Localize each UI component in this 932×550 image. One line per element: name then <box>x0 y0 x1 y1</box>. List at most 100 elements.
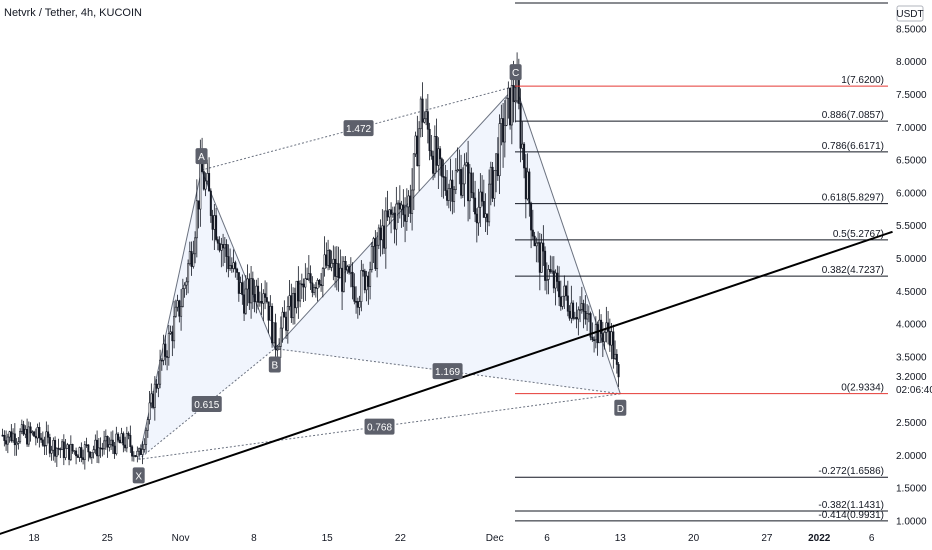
candle-body <box>496 153 499 177</box>
x-tick-label: 25 <box>102 533 114 544</box>
candle-body <box>397 202 400 205</box>
candle-body <box>519 103 522 149</box>
candle-body <box>283 311 286 318</box>
candle-body <box>250 278 253 304</box>
candle-body <box>299 283 302 302</box>
candle-body <box>97 447 100 457</box>
candle-body <box>139 448 142 455</box>
candle-body <box>423 118 426 123</box>
candle-body <box>69 444 72 460</box>
candle-body <box>503 125 506 143</box>
candle-body <box>87 444 90 453</box>
x-tick-label: 15 <box>322 533 334 544</box>
candle-body <box>454 170 457 190</box>
candle-body <box>243 294 246 314</box>
candle-body <box>264 293 267 298</box>
ratio-label-a-c-bg <box>343 120 374 137</box>
candle-body <box>216 239 219 244</box>
candle-body <box>433 136 436 174</box>
candle-body <box>174 306 177 317</box>
candle-body <box>134 455 137 457</box>
candle-body <box>40 437 43 441</box>
candle-body <box>47 431 50 438</box>
candle-body <box>117 433 120 441</box>
fib-label--0.414: -0.414(0.9931) <box>818 510 884 521</box>
candle-body <box>3 435 6 441</box>
candle-body <box>143 444 146 450</box>
candle-body <box>608 331 611 346</box>
y-tick-label: 7.0000 <box>896 123 927 134</box>
candle-body <box>82 457 85 460</box>
candle-body <box>440 158 443 177</box>
candle-body <box>400 204 403 210</box>
candle-body <box>108 444 111 448</box>
candle-body <box>395 203 398 230</box>
candle-body <box>162 343 165 361</box>
candle-body <box>187 263 190 283</box>
candle-body <box>482 201 485 218</box>
fib-label-0.618: 0.618(5.8297) <box>822 193 884 204</box>
y-tick-label: 8.0000 <box>896 57 927 68</box>
candle-body <box>479 191 482 208</box>
candle-body <box>437 148 440 166</box>
candle-body <box>92 449 95 454</box>
candle-body <box>577 309 580 320</box>
candle-body <box>12 433 15 442</box>
candle-body <box>27 426 30 445</box>
candle-body <box>22 424 25 435</box>
ratio-line-xd <box>138 393 621 460</box>
candle-body <box>293 292 296 309</box>
candle-body <box>120 433 123 444</box>
candle-body <box>489 166 492 185</box>
candle-body <box>556 272 559 282</box>
candle-body <box>600 319 603 334</box>
candle-body <box>535 242 538 247</box>
candle-body <box>379 227 382 241</box>
candle-body <box>276 348 279 351</box>
candle-body <box>528 171 531 204</box>
candle-body <box>229 265 232 270</box>
candle-body <box>584 311 587 320</box>
candle-body <box>209 190 212 216</box>
candle-body <box>580 303 583 310</box>
candle-body <box>356 301 359 308</box>
candle-body <box>451 179 454 202</box>
candle-body <box>223 244 226 249</box>
candle-body <box>330 262 333 268</box>
candle-body <box>416 135 419 167</box>
candle-body <box>113 445 116 455</box>
candle-body <box>430 150 433 157</box>
candle-body <box>152 393 155 408</box>
point-label-x-bg <box>132 467 145 484</box>
candle-body <box>68 444 71 460</box>
candle-body <box>474 197 477 215</box>
candle-body <box>204 180 207 190</box>
candle-body <box>218 242 221 251</box>
candle-body <box>129 435 132 447</box>
trendline <box>0 230 893 535</box>
candle-body <box>449 179 452 189</box>
candle-body <box>362 270 365 272</box>
candle-body <box>363 270 366 291</box>
fib-label-0.5: 0.5(5.2767) <box>833 229 884 240</box>
ratio-label-x-d-bg <box>364 418 395 435</box>
candle-body <box>104 436 107 442</box>
x-tick-label: 18 <box>28 533 40 544</box>
candle-body <box>377 227 380 246</box>
ratio-label-x-b: 0.615 <box>194 400 219 411</box>
candle-body <box>411 189 414 214</box>
candle-body <box>26 428 29 445</box>
candle-body <box>349 271 352 274</box>
pattern-labels: X A B C D 1.472 0.615 1.169 0.768 <box>132 64 627 484</box>
point-label-a: A <box>198 152 205 163</box>
candle-body <box>41 439 44 446</box>
currency-label: USDT <box>896 9 923 20</box>
candle-body <box>402 204 405 216</box>
candle-body <box>458 169 461 171</box>
candle-body <box>493 170 496 199</box>
ratio-line-xb <box>138 348 276 460</box>
candle-body <box>59 448 62 451</box>
candle-body <box>132 455 135 457</box>
candle-body <box>136 450 139 457</box>
